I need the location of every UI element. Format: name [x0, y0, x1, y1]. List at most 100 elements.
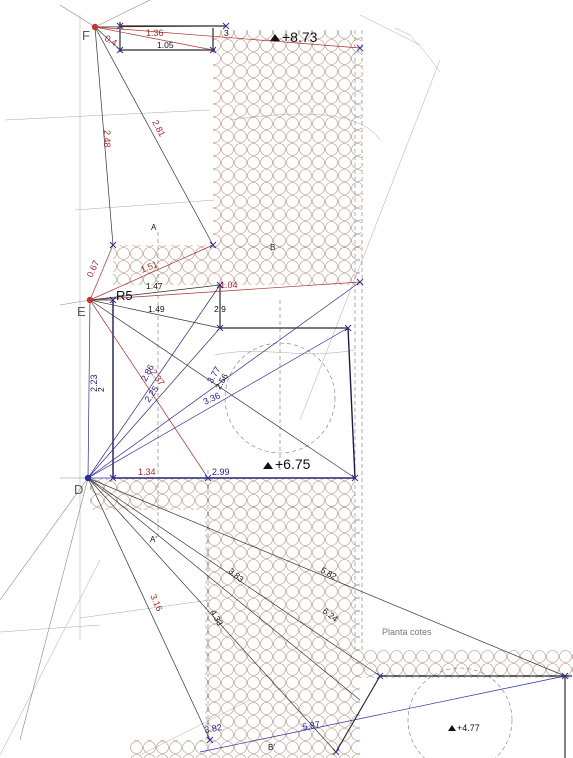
grid-line: [0, 624, 101, 633]
survey-point: [344, 324, 352, 332]
survey-point: [116, 46, 124, 54]
survey-point: [206, 736, 214, 744]
dimension-label-black: 1.49: [148, 304, 165, 314]
dimension-label-red: 2.81: [150, 118, 167, 138]
masonry-walls: [90, 30, 573, 758]
terrain-line: [394, 27, 441, 73]
survey-point: [216, 324, 224, 332]
station-f-marker: [91, 23, 99, 31]
survey-point: [356, 278, 364, 286]
masonry-middle-band: [90, 478, 355, 510]
dimension-label-red: 1.36: [146, 28, 164, 38]
level-middle-group: +6.75: [263, 456, 311, 472]
ray: [199, 675, 566, 753]
survey-point: [109, 296, 117, 304]
ray: [89, 281, 361, 301]
ray: [87, 477, 337, 753]
ray: [0, 477, 89, 601]
ray: [89, 284, 221, 301]
dimension-label-black: 1.05: [157, 40, 174, 50]
ray: [87, 284, 221, 479]
grid-line: [299, 59, 441, 421]
ray: [89, 244, 114, 301]
masonry-upper-block: [213, 30, 361, 250]
dimension-label-blue: 2.99: [212, 467, 230, 477]
rays-station-d: [0, 281, 566, 753]
survey-point: [204, 474, 212, 482]
terrain-line: [214, 349, 356, 356]
level-triangle-icon: [263, 462, 273, 469]
masonry-bottom-band: [130, 740, 360, 758]
level-top-group: +8.73: [270, 29, 318, 45]
dimension-label-black: 2.9: [214, 304, 226, 314]
ray: [94, 26, 114, 246]
ray: [94, 0, 151, 28]
station-f-label: F: [82, 28, 90, 43]
ray: [87, 477, 381, 677]
survey-points: [109, 22, 569, 756]
survey-point: [109, 474, 117, 482]
plan-caption: Planta cotes: [382, 627, 432, 637]
ray: [94, 26, 361, 49]
section-mark-a: A: [151, 223, 157, 232]
ray: [94, 26, 214, 51]
ray: [87, 327, 221, 479]
survey-point: [561, 672, 569, 680]
room-label: R5: [116, 288, 133, 303]
grid-line: [0, 559, 101, 756]
station-e-marker: [86, 296, 94, 304]
wall-outlines: [119, 22, 572, 758]
survey-point: [216, 281, 224, 289]
dimension-label-black: 2: [96, 387, 106, 392]
survey-point: [222, 22, 230, 30]
grid-line: [359, 14, 421, 46]
survey-point: [209, 241, 217, 249]
dimension-label-red: 1.04: [220, 280, 238, 290]
section-mark-b-prime: B': [268, 743, 275, 752]
level-middle-label: +6.75: [275, 456, 311, 472]
grid-line: [79, 599, 211, 619]
level-triangle-icon: [448, 725, 456, 731]
ray: [19, 477, 89, 741]
survey-point: [351, 474, 359, 482]
masonry-right-band: [355, 650, 573, 678]
station-markers: [84, 23, 99, 482]
dashed-circle: [224, 342, 336, 454]
masonry-upper-band: [113, 245, 360, 285]
ray: [87, 299, 91, 479]
dimension-label-blue: 5.87: [302, 719, 321, 732]
section-mark-b: B: [270, 243, 275, 252]
ray: [89, 299, 356, 479]
level-bottom-group: +4.77: [448, 723, 480, 733]
ray: [59, 4, 96, 28]
dimension-label-red: 0.67: [85, 259, 101, 279]
dimension-label-black: 3: [224, 28, 229, 38]
section-mark-a-prime: A': [150, 535, 157, 544]
dimension-label-red: 3.16: [148, 593, 164, 613]
grid-line: [4, 109, 211, 121]
survey-point: [376, 672, 384, 680]
dimension-label-blue: 3.36: [202, 390, 222, 406]
ray: [89, 299, 221, 329]
masonry-lower-block: [205, 505, 360, 740]
rays-station-f: [59, 0, 361, 246]
dimension-label-red: 2.48: [102, 130, 112, 148]
survey-point: [332, 748, 340, 756]
rays-station-e: [59, 244, 361, 479]
ray: [94, 25, 227, 28]
survey-point: [109, 241, 117, 249]
station-e-label: E: [77, 304, 86, 319]
level-bottom-label: +4.77: [457, 723, 480, 733]
station-d-label: D: [74, 482, 83, 497]
survey-point: [116, 22, 124, 30]
grid-line: [74, 199, 216, 211]
ray: [87, 327, 349, 479]
ray: [87, 477, 211, 741]
station-d-marker: [84, 474, 92, 482]
ray: [89, 244, 214, 301]
level-top-label: +8.73: [282, 29, 318, 45]
level-triangle-icon: [270, 34, 280, 41]
dashed-circle: [407, 667, 513, 758]
ray: [94, 26, 121, 51]
